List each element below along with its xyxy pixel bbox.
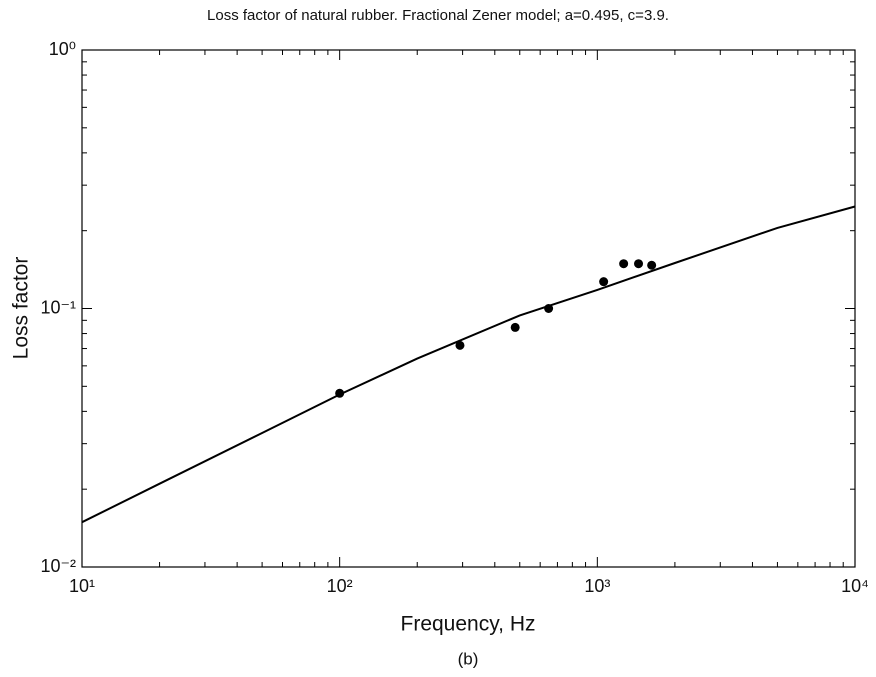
data-point — [634, 259, 644, 269]
plot-frame — [81, 49, 856, 568]
y-tick-label: 10⁰ — [49, 39, 76, 59]
x-axis-label: Frequency, Hz — [401, 613, 536, 636]
data-point — [335, 388, 345, 398]
x-tick-label: 10² — [327, 576, 353, 596]
model-curve — [81, 205, 856, 524]
y-tick-label: 10⁻¹ — [40, 297, 76, 317]
y-tick-label: 10⁻² — [40, 556, 76, 576]
y-axis-label: Loss factor — [10, 257, 33, 360]
data-point — [647, 260, 657, 270]
data-point — [510, 322, 520, 332]
chart-title: Loss factor of natural rubber. Fractiona… — [207, 7, 669, 24]
data-point — [619, 259, 629, 269]
data-point — [544, 304, 554, 313]
data-point — [599, 277, 609, 287]
data-point — [455, 340, 465, 350]
caption: (b) — [458, 649, 479, 668]
x-tick-label: 10¹ — [69, 576, 95, 596]
x-tick-label: 10³ — [584, 576, 610, 596]
x-tick-label: 10⁴ — [841, 576, 869, 596]
